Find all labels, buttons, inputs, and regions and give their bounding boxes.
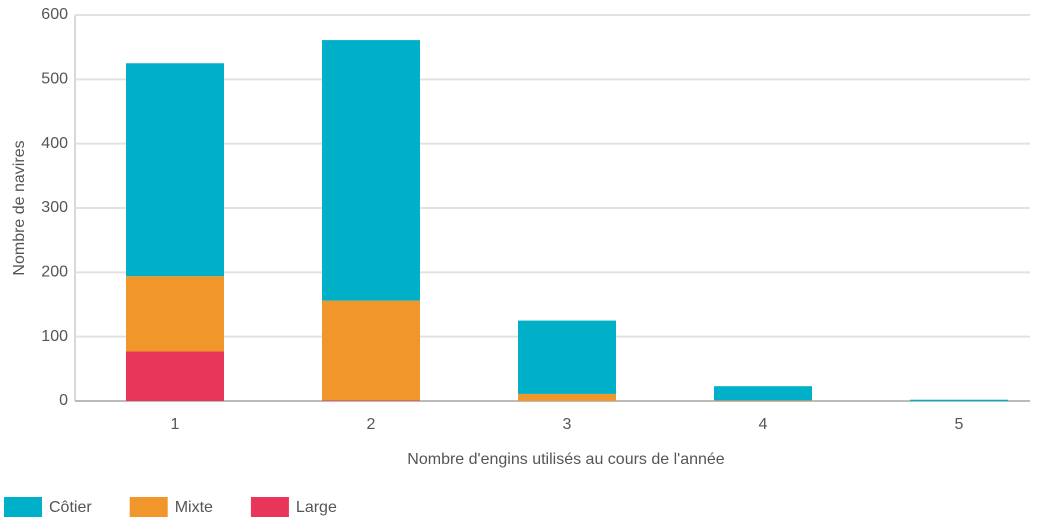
- y-tick-label: 0: [59, 392, 68, 409]
- y-tick-label: 300: [41, 199, 68, 216]
- bar-segment: [714, 400, 812, 401]
- legend-label: Mixte: [175, 499, 213, 516]
- bar-segment: [126, 351, 224, 401]
- y-axis-label: Nombre de navires: [11, 140, 28, 275]
- legend-label: Large: [296, 499, 337, 516]
- bar-segment: [518, 393, 616, 401]
- x-tick-label: 5: [955, 416, 964, 433]
- bar-segment: [126, 63, 224, 277]
- x-tick-label: 4: [759, 416, 768, 433]
- y-tick-label: 200: [41, 264, 68, 281]
- legend-swatch: [250, 497, 289, 517]
- legend-label: Côtier: [49, 499, 92, 516]
- legend-swatch: [4, 497, 42, 517]
- x-axis-label: Nombre d'engins utilisés au cours de l'a…: [407, 451, 725, 468]
- bar-segment: [126, 276, 224, 352]
- x-tick-label: 2: [367, 416, 376, 433]
- bar-segment: [322, 400, 420, 401]
- x-tick-label: 3: [563, 416, 572, 433]
- bar-segment: [322, 300, 420, 401]
- bar-segment: [518, 320, 616, 394]
- y-tick-label: 100: [41, 328, 68, 345]
- bar-segment: [322, 40, 420, 301]
- bar-segment: [910, 399, 1008, 401]
- bar-segment: [714, 386, 812, 401]
- legend-swatch: [129, 497, 168, 517]
- y-tick-label: 600: [41, 6, 68, 23]
- y-tick-label: 500: [41, 71, 68, 88]
- y-tick-label: 400: [41, 135, 68, 152]
- x-tick-label: 1: [171, 416, 180, 433]
